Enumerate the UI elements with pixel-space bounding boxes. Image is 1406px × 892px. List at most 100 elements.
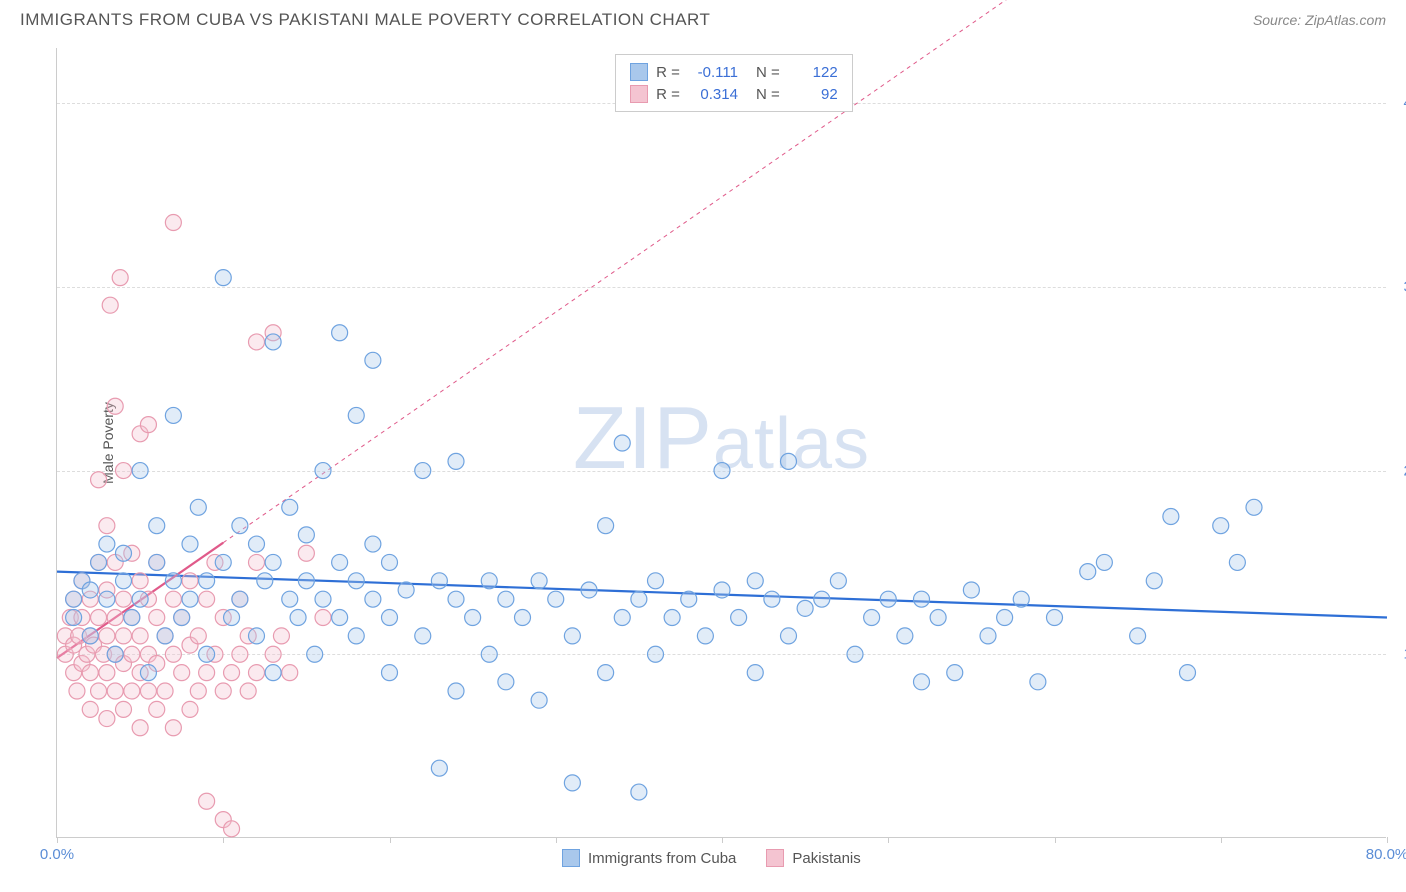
- data-point: [91, 610, 107, 626]
- data-point: [564, 775, 580, 791]
- stat-label-n: N =: [756, 86, 780, 103]
- stats-row: R =-0.111N =122: [630, 61, 838, 83]
- data-point: [182, 701, 198, 717]
- data-point: [149, 518, 165, 534]
- data-point: [1246, 499, 1262, 515]
- data-point: [149, 610, 165, 626]
- data-point: [781, 453, 797, 469]
- data-point: [880, 591, 896, 607]
- stat-value-r: -0.111: [688, 64, 738, 81]
- data-point: [714, 463, 730, 479]
- data-point: [232, 646, 248, 662]
- data-point: [215, 270, 231, 286]
- data-point: [165, 720, 181, 736]
- data-point: [116, 463, 132, 479]
- data-point: [930, 610, 946, 626]
- data-point: [215, 554, 231, 570]
- data-point: [132, 628, 148, 644]
- data-point: [140, 417, 156, 433]
- data-point: [1180, 665, 1196, 681]
- data-point: [747, 665, 763, 681]
- data-point: [1080, 564, 1096, 580]
- data-point: [332, 610, 348, 626]
- data-point: [315, 591, 331, 607]
- data-point: [697, 628, 713, 644]
- data-point: [99, 628, 115, 644]
- stat-label-n: N =: [756, 64, 780, 81]
- data-point: [448, 591, 464, 607]
- stat-value-r: 0.314: [688, 86, 738, 103]
- data-point: [132, 720, 148, 736]
- data-point: [249, 665, 265, 681]
- data-point: [66, 591, 82, 607]
- stat-value-n: 122: [788, 64, 838, 81]
- data-point: [1163, 508, 1179, 524]
- data-point: [764, 591, 780, 607]
- scatter-plot-svg: [57, 48, 1386, 837]
- legend-item: Pakistanis: [766, 849, 860, 867]
- data-point: [174, 610, 190, 626]
- data-point: [132, 591, 148, 607]
- series-swatch: [766, 849, 784, 867]
- data-point: [348, 628, 364, 644]
- data-point: [431, 573, 447, 589]
- data-point: [714, 582, 730, 598]
- data-point: [107, 683, 123, 699]
- data-point: [914, 674, 930, 690]
- data-point: [1213, 518, 1229, 534]
- data-point: [648, 646, 664, 662]
- data-point: [99, 711, 115, 727]
- data-point: [448, 683, 464, 699]
- data-point: [947, 665, 963, 681]
- data-point: [99, 665, 115, 681]
- data-point: [182, 573, 198, 589]
- data-point: [614, 435, 630, 451]
- data-point: [82, 628, 98, 644]
- data-point: [140, 683, 156, 699]
- data-point: [1047, 610, 1063, 626]
- data-point: [112, 270, 128, 286]
- data-point: [531, 573, 547, 589]
- data-point: [847, 646, 863, 662]
- data-point: [66, 610, 82, 626]
- data-point: [91, 683, 107, 699]
- data-point: [282, 591, 298, 607]
- data-point: [240, 683, 256, 699]
- data-point: [332, 325, 348, 341]
- data-point: [797, 600, 813, 616]
- data-point: [315, 610, 331, 626]
- correlation-stats-box: R =-0.111N =122R =0.314N =92: [615, 54, 853, 112]
- data-point: [897, 628, 913, 644]
- data-point: [332, 554, 348, 570]
- data-point: [149, 701, 165, 717]
- data-point: [465, 610, 481, 626]
- data-point: [99, 518, 115, 534]
- data-point: [249, 536, 265, 552]
- series-swatch: [630, 85, 648, 103]
- stat-value-n: 92: [788, 86, 838, 103]
- data-point: [265, 334, 281, 350]
- data-point: [1130, 628, 1146, 644]
- legend-item: Immigrants from Cuba: [562, 849, 736, 867]
- data-point: [165, 407, 181, 423]
- data-point: [224, 610, 240, 626]
- data-point: [116, 701, 132, 717]
- data-point: [82, 582, 98, 598]
- data-point: [232, 591, 248, 607]
- data-point: [165, 591, 181, 607]
- data-point: [165, 646, 181, 662]
- data-point: [598, 518, 614, 534]
- data-point: [814, 591, 830, 607]
- data-point: [781, 628, 797, 644]
- chart-plot-area: Male Poverty ZIPatlas 10.0%20.0%30.0%40.…: [56, 48, 1386, 838]
- data-point: [199, 665, 215, 681]
- data-point: [980, 628, 996, 644]
- data-point: [107, 646, 123, 662]
- data-point: [107, 398, 123, 414]
- data-point: [249, 334, 265, 350]
- data-point: [307, 646, 323, 662]
- data-point: [298, 573, 314, 589]
- data-point: [631, 591, 647, 607]
- data-point: [348, 573, 364, 589]
- chart-header: IMMIGRANTS FROM CUBA VS PAKISTANI MALE P…: [0, 0, 1406, 30]
